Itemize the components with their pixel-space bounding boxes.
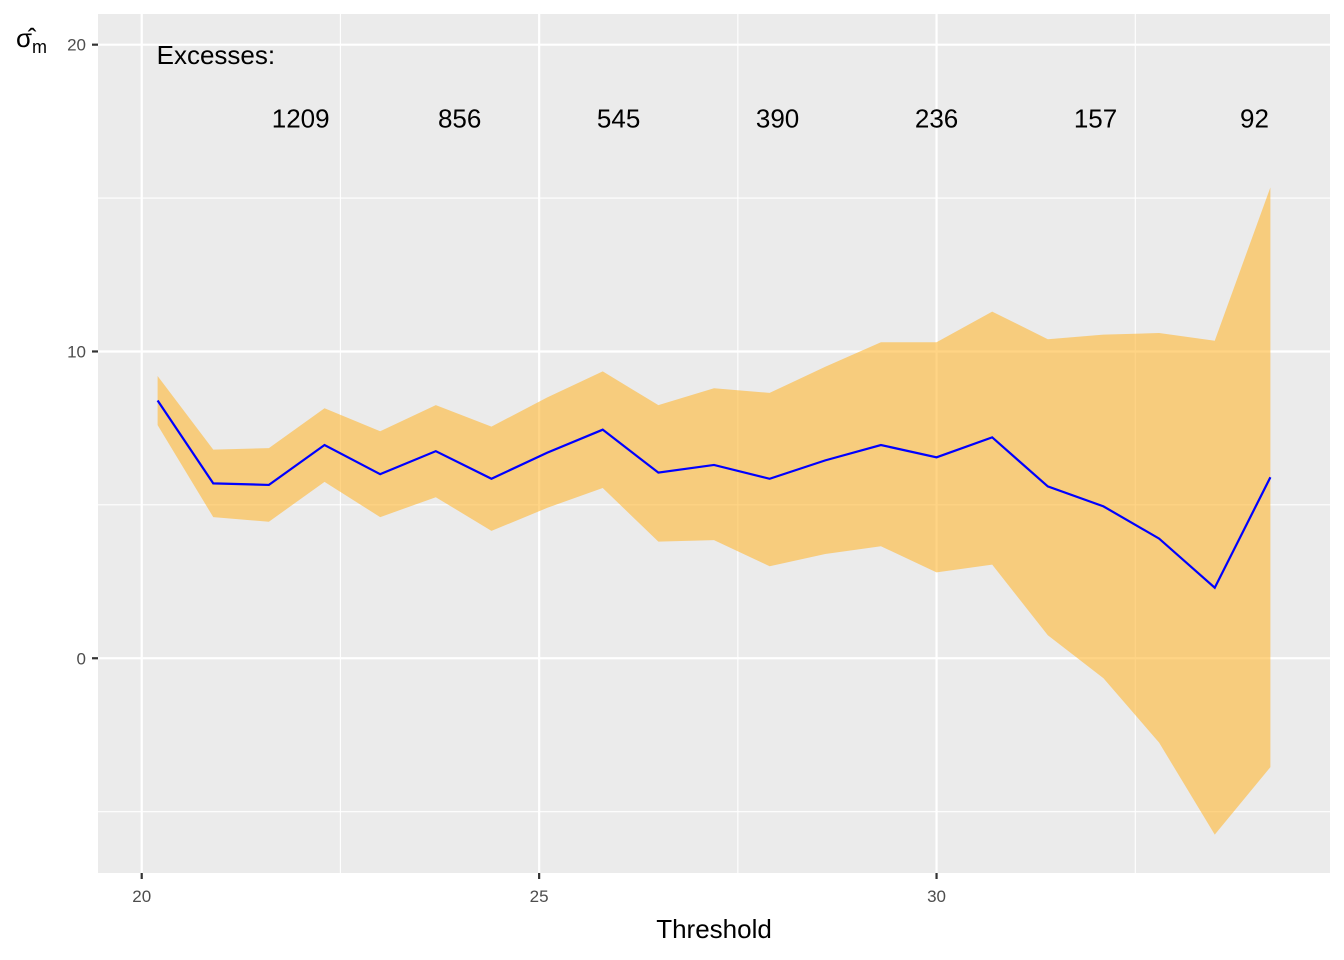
excess-count-label: 1209 [272, 103, 330, 133]
excess-count-label: 390 [756, 103, 799, 133]
y-axis-title-symbol: σ̂ [16, 23, 37, 53]
estimate-line [156, 399, 1272, 590]
x-tick-label: 20 [132, 887, 151, 906]
y-tick-label: 10 [67, 342, 86, 361]
x-tick-label: 30 [927, 887, 946, 906]
excess-count-label: 157 [1074, 103, 1117, 133]
y-axis-title: σ̂m [16, 23, 47, 57]
y-tick-label: 20 [67, 36, 86, 55]
x-tick-label: 25 [530, 887, 549, 906]
excess-count-label: 545 [597, 103, 640, 133]
x-axis: 20 25 30 [132, 873, 946, 906]
excess-count-label: 856 [438, 103, 481, 133]
excesses-annotations: Excesses: 1209 856 545 390 236 157 92 [157, 40, 1269, 133]
y-axis: 0 10 20 [67, 36, 98, 668]
x-axis-title: Threshold [656, 914, 772, 944]
confidence-band [157, 187, 1271, 835]
excess-count-label: 92 [1240, 103, 1269, 133]
excess-count-label: 236 [915, 103, 958, 133]
y-tick-label: 0 [77, 649, 86, 668]
y-axis-title-subscript: m [32, 37, 47, 57]
excesses-header: Excesses: [157, 40, 276, 70]
